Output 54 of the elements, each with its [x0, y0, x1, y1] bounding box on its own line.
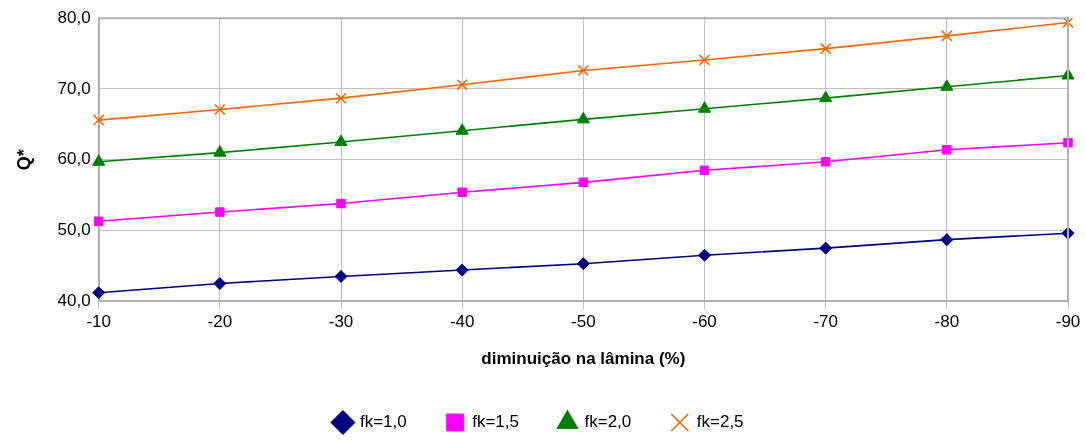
point	[819, 42, 832, 55]
y-tick-label: 70,0	[57, 78, 91, 98]
x-tick-label: -70	[813, 312, 838, 332]
legend-label: fk=2,5	[696, 412, 744, 432]
point	[698, 248, 712, 262]
point	[576, 111, 590, 124]
y-tick-label: 40,0	[57, 290, 91, 310]
x-tick-label: -60	[692, 312, 717, 332]
y-axis-title: Q*	[13, 149, 34, 171]
point	[336, 198, 346, 209]
point	[92, 114, 105, 126]
point	[578, 177, 589, 188]
x-tick-label: -90	[1055, 312, 1081, 332]
y-tick-label: 50,0	[57, 220, 91, 240]
point	[335, 92, 347, 104]
legend-label: fk=1,5	[472, 412, 520, 432]
point	[1062, 18, 1074, 29]
point	[214, 103, 226, 116]
point	[457, 187, 467, 197]
point	[455, 123, 469, 135]
point	[334, 134, 348, 147]
point	[941, 30, 953, 42]
point	[213, 145, 227, 157]
x-tick-label: -30	[328, 312, 354, 332]
x-tick-label: -80	[934, 312, 960, 332]
point	[92, 154, 106, 166]
x-tick-label: -50	[571, 312, 596, 332]
point	[93, 216, 104, 226]
point	[942, 145, 952, 155]
legend-label: fk=1,0	[359, 412, 407, 432]
point	[1063, 137, 1073, 148]
point	[215, 207, 225, 217]
point	[940, 79, 954, 91]
point	[820, 157, 831, 167]
point	[456, 78, 468, 91]
y-tick-label: 60,0	[57, 149, 91, 169]
point	[213, 277, 227, 291]
point	[334, 269, 348, 283]
point	[819, 90, 833, 103]
x-tick-label: -40	[449, 312, 475, 332]
point	[697, 101, 712, 113]
point	[699, 165, 710, 176]
point	[455, 263, 469, 277]
point	[819, 241, 833, 255]
point	[577, 64, 590, 77]
y-tick-label: 80,0	[57, 7, 91, 27]
point	[698, 54, 711, 66]
point	[92, 286, 106, 300]
x-axis-title: diminuição na lâmina (%)	[481, 349, 686, 369]
legend-label: fk=2,0	[584, 412, 632, 432]
x-tick-label: -20	[207, 312, 233, 332]
x-tick-label: -10	[86, 312, 111, 332]
point	[576, 257, 590, 271]
point	[940, 233, 954, 247]
